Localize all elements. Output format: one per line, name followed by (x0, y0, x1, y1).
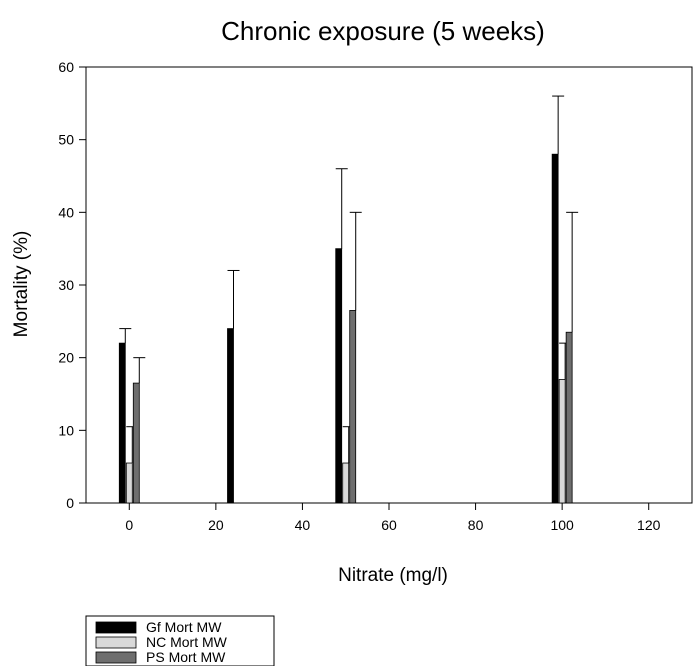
legend-swatch (95, 636, 137, 649)
legend-swatch (95, 651, 137, 664)
plot-area: 0 10 20 30 40 50 60 0 20 40 60 80 100 120 (58, 59, 693, 533)
y-tick-label: 30 (58, 277, 74, 293)
x-tick-label: 0 (125, 517, 133, 533)
x-tick-label: 120 (637, 517, 661, 533)
y-tick-label: 20 (58, 350, 74, 366)
chart-title: Chronic exposure (5 weeks) (221, 16, 545, 46)
x-tick-label: 100 (550, 517, 574, 533)
bar (335, 248, 343, 504)
plot-frame (85, 66, 693, 504)
bar (227, 328, 234, 504)
bar (551, 153, 559, 504)
bar (558, 379, 566, 504)
y-tick-label: 0 (66, 495, 74, 511)
legend-label: PS Mort MW (146, 649, 226, 665)
x-tick-label: 60 (381, 517, 397, 533)
y-tick-label: 40 (58, 204, 74, 220)
y-tick-label: 10 (58, 422, 74, 438)
legend-box (85, 615, 275, 666)
x-tick-label: 20 (208, 517, 224, 533)
x-tick-label: 80 (468, 517, 484, 533)
legend-label: Gf Mort MW (146, 619, 222, 635)
bar (118, 342, 126, 504)
bar (125, 462, 133, 504)
y-axis-label: Mortality (%) (11, 231, 32, 338)
legend-label: NC Mort MW (146, 634, 228, 650)
bar (349, 310, 357, 504)
x-axis-label: Nitrate (mg/l) (338, 565, 448, 586)
bar (342, 462, 350, 504)
y-tick-label: 50 (58, 132, 74, 148)
x-tick-label: 40 (295, 517, 311, 533)
bar (132, 382, 140, 504)
legend-swatch (95, 621, 137, 634)
y-tick-label: 60 (58, 59, 74, 75)
bar (565, 331, 573, 504)
